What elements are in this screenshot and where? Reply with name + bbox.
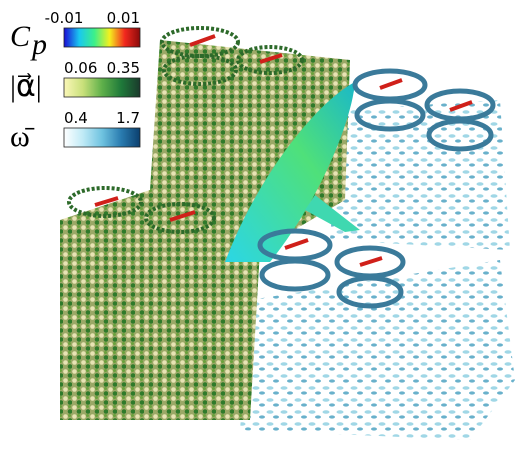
symbol: |α⃗|	[10, 70, 42, 103]
figure: -0.01 0.01 Cp 0.06 0.35 |α⃗| 0.4 1.7 ω̄	[0, 0, 520, 451]
colorbar	[64, 128, 140, 147]
tick-label: 0.01	[107, 9, 140, 27]
colorbar	[64, 78, 140, 97]
symbol: ω̄	[10, 120, 35, 153]
tick-label: -0.01	[45, 9, 84, 27]
tick-label: 1.7	[116, 109, 140, 127]
tick-label: 0.4	[64, 109, 88, 127]
tick-label: 0.06	[64, 59, 97, 77]
tick-label: 0.35	[107, 59, 140, 77]
subscript: p	[30, 28, 47, 61]
colorbar	[64, 28, 140, 47]
symbol: C	[10, 20, 31, 53]
